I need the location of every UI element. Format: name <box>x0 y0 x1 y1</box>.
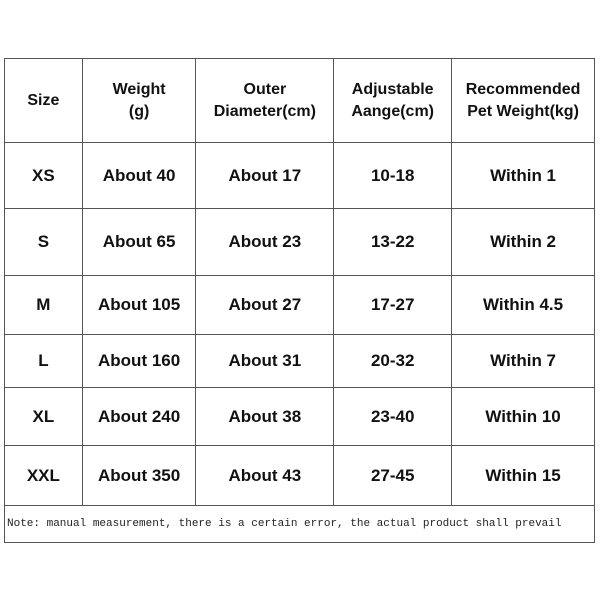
cell: About 65 <box>81 208 197 276</box>
cell: About 38 <box>195 387 335 446</box>
table-row: XS About 40 About 17 10-18 Within 1 <box>4 142 595 209</box>
header-weight: Weight (g) <box>81 58 197 143</box>
table-row: S About 65 About 23 13-22 Within 2 <box>4 208 595 276</box>
header-pet-weight: Recommended Pet Weight(kg) <box>451 58 595 143</box>
cell: 17-27 <box>333 275 453 335</box>
cell: L <box>4 334 83 388</box>
table-row: XL About 240 About 38 23-40 Within 10 <box>4 387 595 446</box>
cell: M <box>4 275 83 335</box>
cell: Within 10 <box>451 387 595 446</box>
cell: 13-22 <box>333 208 453 276</box>
cell: Within 7 <box>451 334 595 388</box>
cell: 27-45 <box>333 445 453 506</box>
cell: About 240 <box>81 387 197 446</box>
table-row: M About 105 About 27 17-27 Within 4.5 <box>4 275 595 335</box>
cell: XS <box>4 142 83 209</box>
cell: 10-18 <box>333 142 453 209</box>
header-size: Size <box>4 58 83 143</box>
cell: S <box>4 208 83 276</box>
header-row: Size Weight (g) Outer Diameter(cm) Adjusta… <box>4 58 595 143</box>
cell: 20-32 <box>333 334 453 388</box>
table-row: XXL About 350 About 43 27-45 Within 15 <box>4 445 595 506</box>
cell: Within 1 <box>451 142 595 209</box>
cell: About 40 <box>81 142 197 209</box>
cell: About 23 <box>195 208 335 276</box>
cell: About 105 <box>81 275 197 335</box>
cell: Within 2 <box>451 208 595 276</box>
table-row: L About 160 About 31 20-32 Within 7 <box>4 334 595 388</box>
header-outer-diameter: Outer Diameter(cm) <box>195 58 335 143</box>
cell: About 17 <box>195 142 335 209</box>
cell: XXL <box>4 445 83 506</box>
size-chart-table: Size Weight (g) Outer Diameter(cm) Adjusta… <box>4 58 595 543</box>
cell: 23-40 <box>333 387 453 446</box>
cell: About 31 <box>195 334 335 388</box>
note-row: Note: manual measurement, there is a cer… <box>4 505 595 543</box>
cell: Within 4.5 <box>451 275 595 335</box>
cell: About 43 <box>195 445 335 506</box>
cell: About 160 <box>81 334 197 388</box>
cell: About 27 <box>195 275 335 335</box>
header-adjustable-range: Adjustable Aange(cm) <box>333 58 453 143</box>
note-text: Note: manual measurement, there is a cer… <box>4 505 595 543</box>
cell: XL <box>4 387 83 446</box>
cell: About 350 <box>81 445 197 506</box>
cell: Within 15 <box>451 445 595 506</box>
